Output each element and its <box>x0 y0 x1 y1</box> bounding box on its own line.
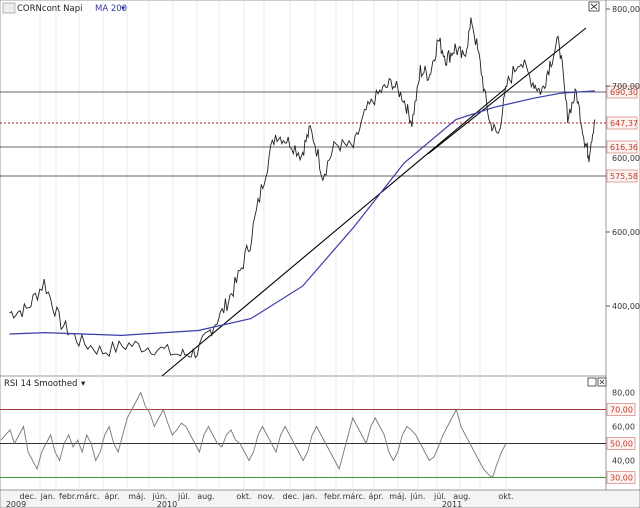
rsi-y-tick-label: 60,00 <box>612 423 635 432</box>
level-value-box <box>606 116 638 130</box>
ma200-series-line <box>9 90 595 337</box>
x-month-label: febr. <box>324 492 342 501</box>
x-month-label: máj. <box>389 492 406 501</box>
x-month-label: jan. <box>302 492 318 501</box>
y-tick-label: 400,00 <box>612 302 640 311</box>
level-value-box <box>606 85 638 99</box>
rsi-maximize-icon[interactable] <box>587 377 597 387</box>
rsi-panel-header: RSI 14 Smoothed ▾ <box>4 377 607 389</box>
rsi-level-label: 50,00 <box>610 440 633 449</box>
x-year-label: 2011 <box>442 500 462 508</box>
price-panel-frame <box>0 0 607 377</box>
chart-settings-icon[interactable] <box>2 2 16 14</box>
rsi-level-label: 30,00 <box>610 474 633 483</box>
trendline-support <box>161 87 507 377</box>
x-month-label: júl. <box>177 492 190 501</box>
x-month-label: dec. <box>283 492 300 501</box>
level-value-label: 690,30 <box>610 88 638 97</box>
rsi-level-box <box>606 471 636 484</box>
x-month-label: márc. <box>343 492 366 501</box>
grid <box>39 1 507 490</box>
y-tick-label: 800,00 <box>612 5 640 14</box>
level-value-box <box>606 140 638 154</box>
x-month-label: márc. <box>77 492 100 501</box>
x-month-label: aug. <box>453 492 471 501</box>
symbol-label[interactable]: CORNcont Napi <box>17 4 83 14</box>
rsi-panel-frame <box>0 375 607 491</box>
x-axis-area <box>0 489 640 508</box>
rsi-dropdown-icon[interactable]: ▾ <box>81 379 86 389</box>
y-tick-label: 600,00 <box>612 154 640 163</box>
x-month-label: ápr. <box>104 492 119 501</box>
x-month-label: jún. <box>152 492 168 501</box>
x-month-label: máj. <box>128 492 145 501</box>
rsi-close-icon-glyph <box>599 379 605 385</box>
y-tick-label: 700,00 <box>612 82 640 91</box>
x-month-label: júl. <box>433 492 446 501</box>
x-month-label: jún. <box>410 492 426 501</box>
indicator-dropdown-icon[interactable]: ▾ <box>121 4 126 14</box>
price-panel-header: CORNcont Napi MA 200 ▾ <box>2 1 600 14</box>
series-layer <box>0 17 596 479</box>
x-month-label: nov. <box>258 492 275 501</box>
price-series-line <box>9 17 596 359</box>
x-month-label: jan. <box>40 492 56 501</box>
x-month-label: ápr. <box>368 492 383 501</box>
x-month-label: dec. <box>20 492 37 501</box>
x-month-label: febr. <box>59 492 77 501</box>
y-tick-label: 600,00 <box>612 228 640 237</box>
indicator-label[interactable]: MA 200 <box>95 4 127 14</box>
x-month-label: aug. <box>197 492 215 501</box>
x-year-label: 2010 <box>157 500 177 508</box>
rsi-series-line <box>0 391 507 479</box>
rsi-level-label: 70,00 <box>610 406 633 415</box>
close-icon-glyph <box>590 3 598 10</box>
level-value-box <box>606 169 638 183</box>
rsi-level-box <box>606 403 636 416</box>
rsi-level-box <box>606 437 636 450</box>
rsi-y-tick-label: 40,00 <box>612 457 635 466</box>
x-year-label: 2009 <box>6 500 26 508</box>
y-axis-area <box>605 0 640 491</box>
level-value-label: 616,36 <box>610 143 638 152</box>
x-month-label: okt. <box>236 492 251 501</box>
rsi-y-tick-label: 80,00 <box>612 389 635 398</box>
rsi-title[interactable]: RSI 14 Smoothed <box>4 379 77 389</box>
level-value-label: 647,37 <box>610 119 638 128</box>
level-value-label: 575,58 <box>610 172 638 181</box>
x-month-label: okt. <box>498 492 513 501</box>
axis-labels: 690,30 647,37 616,36 575,58 800,00 700,00 600,… <box>6 5 640 508</box>
